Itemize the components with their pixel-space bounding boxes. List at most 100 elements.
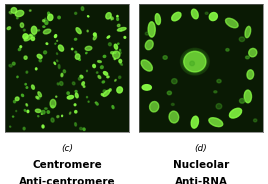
Ellipse shape [79, 77, 81, 80]
Ellipse shape [87, 97, 88, 98]
Ellipse shape [141, 60, 152, 71]
Ellipse shape [42, 110, 45, 114]
Text: Nucleolar: Nucleolar [173, 160, 229, 170]
Ellipse shape [75, 123, 76, 126]
Ellipse shape [217, 79, 221, 83]
Ellipse shape [85, 46, 92, 50]
Ellipse shape [86, 52, 87, 54]
Ellipse shape [11, 8, 17, 13]
Ellipse shape [75, 51, 77, 53]
Ellipse shape [155, 14, 161, 25]
Ellipse shape [101, 93, 103, 96]
Ellipse shape [184, 51, 206, 72]
Ellipse shape [172, 12, 181, 21]
Ellipse shape [23, 127, 25, 130]
Ellipse shape [15, 97, 19, 101]
Ellipse shape [38, 116, 39, 117]
Ellipse shape [103, 90, 106, 93]
Text: Anti-centromere: Anti-centromere [19, 177, 115, 184]
Text: (d): (d) [195, 144, 207, 153]
Ellipse shape [106, 13, 111, 19]
Ellipse shape [17, 17, 18, 19]
Ellipse shape [93, 64, 95, 68]
Ellipse shape [76, 28, 81, 34]
Ellipse shape [191, 9, 198, 19]
Ellipse shape [26, 104, 28, 106]
Ellipse shape [63, 70, 66, 73]
Text: Centromere: Centromere [32, 160, 102, 170]
Ellipse shape [45, 108, 47, 109]
Ellipse shape [75, 54, 80, 59]
Ellipse shape [75, 91, 77, 92]
Ellipse shape [42, 125, 44, 128]
Ellipse shape [36, 96, 38, 99]
Ellipse shape [9, 12, 12, 14]
Ellipse shape [13, 116, 14, 117]
Ellipse shape [117, 87, 122, 93]
Ellipse shape [114, 58, 115, 60]
Ellipse shape [172, 79, 177, 84]
Ellipse shape [98, 61, 101, 63]
Ellipse shape [20, 46, 22, 48]
Ellipse shape [88, 16, 89, 17]
Ellipse shape [26, 87, 28, 88]
Ellipse shape [55, 43, 56, 44]
Ellipse shape [117, 18, 118, 20]
Ellipse shape [96, 103, 98, 105]
Ellipse shape [117, 24, 120, 27]
Ellipse shape [31, 26, 37, 34]
Ellipse shape [24, 35, 32, 41]
Ellipse shape [115, 52, 116, 53]
Ellipse shape [57, 83, 59, 85]
Ellipse shape [12, 62, 15, 65]
Ellipse shape [37, 54, 42, 59]
Ellipse shape [142, 85, 151, 90]
Ellipse shape [57, 53, 58, 54]
Ellipse shape [169, 111, 179, 123]
Ellipse shape [50, 99, 56, 108]
Ellipse shape [225, 18, 238, 28]
Ellipse shape [94, 33, 96, 36]
Ellipse shape [98, 75, 101, 79]
Ellipse shape [16, 110, 17, 112]
Ellipse shape [43, 29, 51, 34]
Ellipse shape [9, 64, 12, 67]
Ellipse shape [67, 95, 74, 99]
Ellipse shape [46, 43, 48, 45]
Ellipse shape [209, 13, 217, 21]
Ellipse shape [31, 37, 35, 40]
Ellipse shape [88, 101, 89, 102]
Ellipse shape [27, 110, 29, 113]
Ellipse shape [109, 43, 111, 46]
Ellipse shape [100, 66, 103, 69]
Ellipse shape [20, 23, 24, 27]
Ellipse shape [180, 48, 209, 75]
Ellipse shape [163, 56, 167, 59]
Ellipse shape [43, 20, 44, 22]
Ellipse shape [59, 82, 63, 85]
Text: (c): (c) [61, 144, 73, 153]
Ellipse shape [58, 65, 60, 69]
Ellipse shape [95, 102, 97, 103]
Ellipse shape [24, 109, 26, 111]
Ellipse shape [23, 29, 25, 31]
Ellipse shape [45, 23, 48, 24]
Ellipse shape [167, 91, 172, 95]
Ellipse shape [82, 82, 84, 85]
Ellipse shape [48, 12, 50, 15]
Ellipse shape [205, 12, 208, 14]
Ellipse shape [150, 102, 159, 112]
Ellipse shape [38, 92, 42, 97]
Ellipse shape [79, 59, 80, 60]
Ellipse shape [103, 55, 106, 57]
Ellipse shape [21, 94, 24, 96]
Ellipse shape [51, 118, 54, 122]
Ellipse shape [148, 22, 155, 37]
Ellipse shape [35, 68, 37, 70]
Ellipse shape [119, 52, 121, 54]
Ellipse shape [245, 26, 251, 38]
Ellipse shape [191, 116, 199, 128]
Ellipse shape [111, 17, 113, 20]
Ellipse shape [121, 30, 122, 31]
Ellipse shape [41, 113, 42, 114]
